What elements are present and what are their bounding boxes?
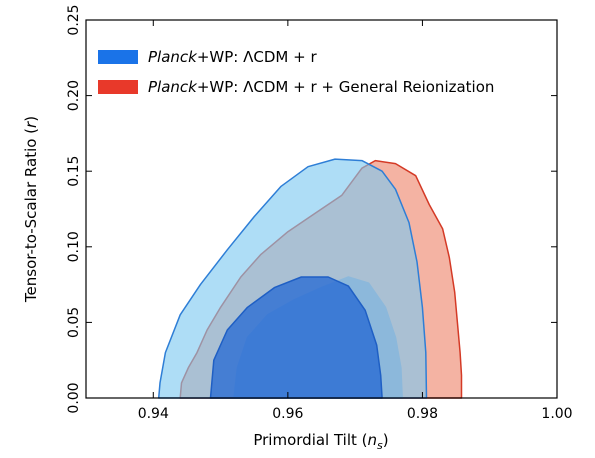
y-tick-label: 0.15 (66, 156, 82, 187)
legend: Planck+WP: ΛCDM + r Planck+WP: ΛCDM + r … (98, 48, 494, 96)
legend-label-lcdm-r-reion: Planck+WP: ΛCDM + r + General Reionizati… (148, 78, 494, 96)
x-tick-label: 0.96 (272, 406, 303, 422)
legend-label-lcdm-r: Planck+WP: ΛCDM + r (148, 48, 317, 66)
legend-label-lcdm-r-rest: +WP: ΛCDM + r (197, 48, 318, 66)
x-axis-label-symbol: n (368, 431, 378, 449)
x-axis-label-main: Primordial Tilt ( (253, 431, 367, 449)
legend-swatch-lcdm-r (98, 50, 138, 64)
y-tick-label: 0.25 (66, 4, 82, 35)
legend-label-lcdm-r-italic: Planck (148, 48, 198, 66)
x-tick-label: 0.94 (138, 406, 169, 422)
x-tick-label: 1.00 (541, 406, 572, 422)
y-axis-label-main: Tensor-to-Scalar Ratio ( (22, 128, 40, 303)
x-axis-ticks: 0.94 0.96 0.98 1.00 (138, 20, 573, 422)
lcdm-68-contour (209, 276, 383, 399)
x-axis-label-subscript: s (377, 439, 383, 452)
legend-label-lcdm-r-reion-italic: Planck (148, 78, 198, 96)
y-tick-label: 0.05 (66, 307, 82, 338)
y-axis-label-symbol: r (22, 121, 40, 128)
x-tick-label: 0.98 (407, 406, 438, 422)
legend-label-lcdm-r-reion-rest: +WP: ΛCDM + r + General Reionization (197, 78, 495, 96)
y-axis-label: Tensor-to-Scalar Ratio (r) (22, 116, 40, 303)
y-tick-label: 0.10 (66, 231, 82, 262)
contour-layer (157, 158, 463, 399)
x-axis-label-close: ) (383, 431, 389, 449)
legend-swatch-lcdm-r-reion (98, 80, 138, 94)
y-axis-label-close: ) (22, 116, 40, 122)
plot-frame (85, 19, 558, 399)
y-tick-label: 0.00 (66, 382, 82, 413)
y-axis-ticks: 0.00 0.05 0.10 0.15 0.20 0.25 (66, 4, 557, 414)
x-axis-label: Primordial Tilt (ns) (253, 431, 388, 452)
y-tick-label: 0.20 (66, 80, 82, 111)
